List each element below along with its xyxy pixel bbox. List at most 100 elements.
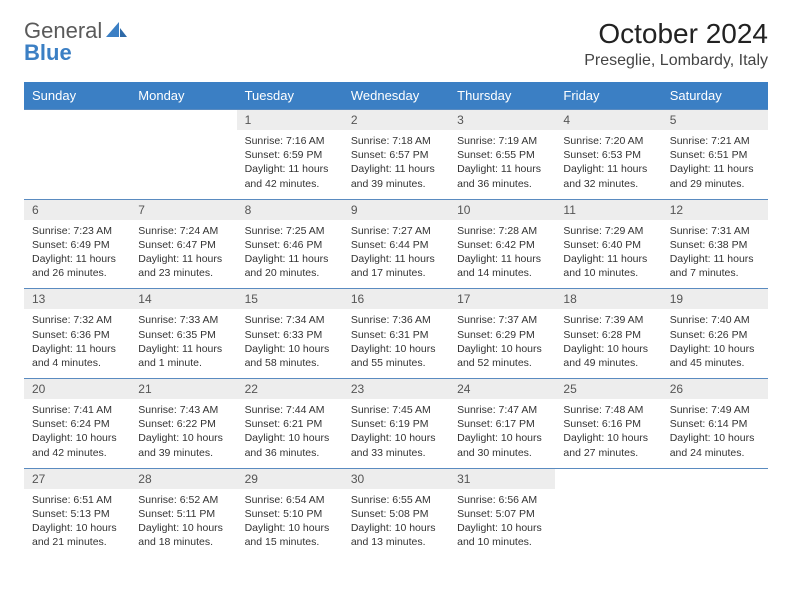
- logo-text-blue: Blue: [24, 40, 72, 65]
- calendar-day-cell: [130, 110, 236, 200]
- calendar-week-row: 13Sunrise: 7:32 AMSunset: 6:36 PMDayligh…: [24, 289, 768, 379]
- calendar-day-cell: 24Sunrise: 7:47 AMSunset: 6:17 PMDayligh…: [449, 379, 555, 469]
- day-header: Friday: [555, 82, 661, 110]
- day-content: Sunrise: 6:54 AMSunset: 5:10 PMDaylight:…: [237, 489, 343, 558]
- day-number: 7: [130, 200, 236, 220]
- day-number: 11: [555, 200, 661, 220]
- calendar-table: SundayMondayTuesdayWednesdayThursdayFrid…: [24, 82, 768, 557]
- day-header: Sunday: [24, 82, 130, 110]
- day-content: Sunrise: 7:47 AMSunset: 6:17 PMDaylight:…: [449, 399, 555, 468]
- calendar-day-cell: 8Sunrise: 7:25 AMSunset: 6:46 PMDaylight…: [237, 199, 343, 289]
- day-number: 1: [237, 110, 343, 130]
- day-number: 27: [24, 469, 130, 489]
- day-number: 3: [449, 110, 555, 130]
- day-number: 16: [343, 289, 449, 309]
- calendar-day-cell: 30Sunrise: 6:55 AMSunset: 5:08 PMDayligh…: [343, 468, 449, 557]
- calendar-day-cell: 26Sunrise: 7:49 AMSunset: 6:14 PMDayligh…: [662, 379, 768, 469]
- day-content: Sunrise: 7:43 AMSunset: 6:22 PMDaylight:…: [130, 399, 236, 468]
- day-header: Thursday: [449, 82, 555, 110]
- calendar-day-cell: 4Sunrise: 7:20 AMSunset: 6:53 PMDaylight…: [555, 110, 661, 200]
- calendar-week-row: 20Sunrise: 7:41 AMSunset: 6:24 PMDayligh…: [24, 379, 768, 469]
- calendar-day-cell: 11Sunrise: 7:29 AMSunset: 6:40 PMDayligh…: [555, 199, 661, 289]
- day-number: 15: [237, 289, 343, 309]
- day-content: Sunrise: 6:52 AMSunset: 5:11 PMDaylight:…: [130, 489, 236, 558]
- day-content: Sunrise: 7:21 AMSunset: 6:51 PMDaylight:…: [662, 130, 768, 199]
- day-content: Sunrise: 7:20 AMSunset: 6:53 PMDaylight:…: [555, 130, 661, 199]
- day-header: Wednesday: [343, 82, 449, 110]
- day-content: Sunrise: 7:49 AMSunset: 6:14 PMDaylight:…: [662, 399, 768, 468]
- day-content: Sunrise: 7:25 AMSunset: 6:46 PMDaylight:…: [237, 220, 343, 289]
- calendar-day-cell: 14Sunrise: 7:33 AMSunset: 6:35 PMDayligh…: [130, 289, 236, 379]
- calendar-day-cell: 3Sunrise: 7:19 AMSunset: 6:55 PMDaylight…: [449, 110, 555, 200]
- day-number: 31: [449, 469, 555, 489]
- day-content: Sunrise: 7:18 AMSunset: 6:57 PMDaylight:…: [343, 130, 449, 199]
- calendar-day-cell: 5Sunrise: 7:21 AMSunset: 6:51 PMDaylight…: [662, 110, 768, 200]
- calendar-day-cell: 25Sunrise: 7:48 AMSunset: 6:16 PMDayligh…: [555, 379, 661, 469]
- day-number: 17: [449, 289, 555, 309]
- calendar-day-cell: 17Sunrise: 7:37 AMSunset: 6:29 PMDayligh…: [449, 289, 555, 379]
- calendar-day-cell: [662, 468, 768, 557]
- day-content: Sunrise: 7:48 AMSunset: 6:16 PMDaylight:…: [555, 399, 661, 468]
- day-content: Sunrise: 6:51 AMSunset: 5:13 PMDaylight:…: [24, 489, 130, 558]
- day-content: Sunrise: 7:37 AMSunset: 6:29 PMDaylight:…: [449, 309, 555, 378]
- day-number: 28: [130, 469, 236, 489]
- calendar-day-cell: 29Sunrise: 6:54 AMSunset: 5:10 PMDayligh…: [237, 468, 343, 557]
- calendar-week-row: 27Sunrise: 6:51 AMSunset: 5:13 PMDayligh…: [24, 468, 768, 557]
- calendar-day-cell: 18Sunrise: 7:39 AMSunset: 6:28 PMDayligh…: [555, 289, 661, 379]
- calendar-day-cell: 20Sunrise: 7:41 AMSunset: 6:24 PMDayligh…: [24, 379, 130, 469]
- day-content: Sunrise: 7:19 AMSunset: 6:55 PMDaylight:…: [449, 130, 555, 199]
- calendar-week-row: 1Sunrise: 7:16 AMSunset: 6:59 PMDaylight…: [24, 110, 768, 200]
- day-number: 14: [130, 289, 236, 309]
- day-content: Sunrise: 7:34 AMSunset: 6:33 PMDaylight:…: [237, 309, 343, 378]
- calendar-day-cell: 1Sunrise: 7:16 AMSunset: 6:59 PMDaylight…: [237, 110, 343, 200]
- day-header: Tuesday: [237, 82, 343, 110]
- logo-sail-icon: [106, 20, 128, 43]
- day-content: Sunrise: 7:24 AMSunset: 6:47 PMDaylight:…: [130, 220, 236, 289]
- calendar-day-cell: 15Sunrise: 7:34 AMSunset: 6:33 PMDayligh…: [237, 289, 343, 379]
- day-number: 12: [662, 200, 768, 220]
- calendar-day-cell: 22Sunrise: 7:44 AMSunset: 6:21 PMDayligh…: [237, 379, 343, 469]
- day-content: Sunrise: 7:29 AMSunset: 6:40 PMDaylight:…: [555, 220, 661, 289]
- day-content: Sunrise: 7:41 AMSunset: 6:24 PMDaylight:…: [24, 399, 130, 468]
- calendar-day-cell: 28Sunrise: 6:52 AMSunset: 5:11 PMDayligh…: [130, 468, 236, 557]
- month-title: October 2024: [584, 18, 768, 50]
- day-number: 22: [237, 379, 343, 399]
- calendar-day-cell: 19Sunrise: 7:40 AMSunset: 6:26 PMDayligh…: [662, 289, 768, 379]
- day-content: Sunrise: 7:32 AMSunset: 6:36 PMDaylight:…: [24, 309, 130, 378]
- day-number: 5: [662, 110, 768, 130]
- calendar-day-cell: 2Sunrise: 7:18 AMSunset: 6:57 PMDaylight…: [343, 110, 449, 200]
- day-content: Sunrise: 7:16 AMSunset: 6:59 PMDaylight:…: [237, 130, 343, 199]
- day-content: Sunrise: 7:33 AMSunset: 6:35 PMDaylight:…: [130, 309, 236, 378]
- calendar-day-cell: 9Sunrise: 7:27 AMSunset: 6:44 PMDaylight…: [343, 199, 449, 289]
- calendar-header-row: SundayMondayTuesdayWednesdayThursdayFrid…: [24, 82, 768, 110]
- day-header: Monday: [130, 82, 236, 110]
- title-block: October 2024 Preseglie, Lombardy, Italy: [584, 18, 768, 70]
- day-header: Saturday: [662, 82, 768, 110]
- day-content: Sunrise: 7:31 AMSunset: 6:38 PMDaylight:…: [662, 220, 768, 289]
- day-number: 24: [449, 379, 555, 399]
- day-content: Sunrise: 7:44 AMSunset: 6:21 PMDaylight:…: [237, 399, 343, 468]
- day-number: 10: [449, 200, 555, 220]
- day-content: Sunrise: 7:28 AMSunset: 6:42 PMDaylight:…: [449, 220, 555, 289]
- day-number: 18: [555, 289, 661, 309]
- calendar-day-cell: 10Sunrise: 7:28 AMSunset: 6:42 PMDayligh…: [449, 199, 555, 289]
- calendar-day-cell: 13Sunrise: 7:32 AMSunset: 6:36 PMDayligh…: [24, 289, 130, 379]
- day-number: 2: [343, 110, 449, 130]
- day-number: 4: [555, 110, 661, 130]
- calendar-day-cell: 31Sunrise: 6:56 AMSunset: 5:07 PMDayligh…: [449, 468, 555, 557]
- calendar-day-cell: 12Sunrise: 7:31 AMSunset: 6:38 PMDayligh…: [662, 199, 768, 289]
- day-number: 9: [343, 200, 449, 220]
- day-number: 29: [237, 469, 343, 489]
- day-number: 26: [662, 379, 768, 399]
- day-content: Sunrise: 6:55 AMSunset: 5:08 PMDaylight:…: [343, 489, 449, 558]
- day-number: 8: [237, 200, 343, 220]
- header: General October 2024 Preseglie, Lombardy…: [24, 18, 768, 70]
- day-content: Sunrise: 7:27 AMSunset: 6:44 PMDaylight:…: [343, 220, 449, 289]
- day-number: 30: [343, 469, 449, 489]
- day-content: Sunrise: 6:56 AMSunset: 5:07 PMDaylight:…: [449, 489, 555, 558]
- day-number: 20: [24, 379, 130, 399]
- calendar-day-cell: [555, 468, 661, 557]
- day-content: Sunrise: 7:40 AMSunset: 6:26 PMDaylight:…: [662, 309, 768, 378]
- calendar-day-cell: 6Sunrise: 7:23 AMSunset: 6:49 PMDaylight…: [24, 199, 130, 289]
- day-content: Sunrise: 7:36 AMSunset: 6:31 PMDaylight:…: [343, 309, 449, 378]
